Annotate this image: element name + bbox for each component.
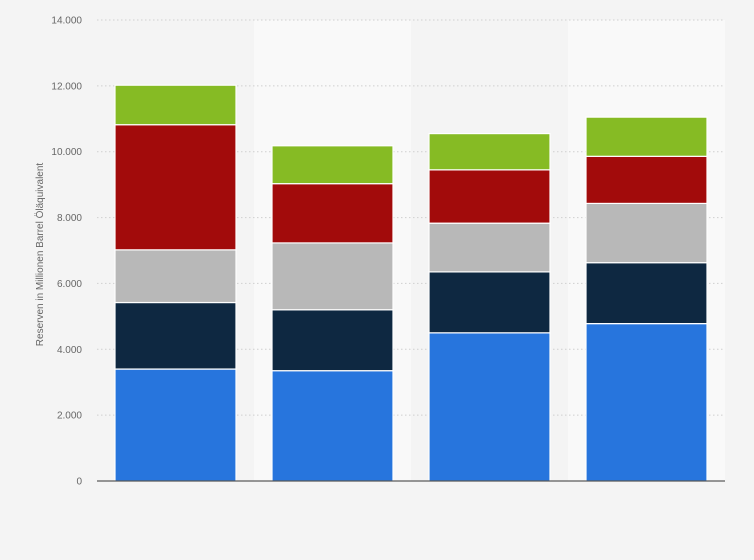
bar-segment-cat2-series1[interactable] xyxy=(271,370,394,482)
bar-segment-cat2-series4[interactable] xyxy=(271,183,394,244)
bar-segment-cat2-series2[interactable] xyxy=(271,309,394,372)
bar-segment-cat3-series2[interactable] xyxy=(428,271,551,334)
bar-segment-cat4-series1[interactable] xyxy=(585,323,708,482)
y-tick-label-6000: 6.000 xyxy=(57,279,82,290)
bar-segment-cat3-series3[interactable] xyxy=(428,222,551,273)
bar-segment-cat2-series3[interactable] xyxy=(271,242,394,311)
y-tick-label-2000: 2.000 xyxy=(57,411,82,422)
bar-segment-cat3-series1[interactable] xyxy=(428,332,551,482)
y-axis-tick-labels: 0 2.000 4.000 6.000 8.000 10.000 12.000 14.000 xyxy=(51,16,82,488)
bar-segment-cat4-series3[interactable] xyxy=(585,202,708,264)
y-tick-label-14000: 14.000 xyxy=(51,16,82,27)
y-tick-label-0: 0 xyxy=(76,477,82,488)
bar-segment-cat1-series5[interactable] xyxy=(114,84,237,126)
bar-segment-cat3-series4[interactable] xyxy=(428,169,551,224)
bar-segment-cat4-series4[interactable] xyxy=(585,155,708,205)
bar-segment-cat2-series5[interactable] xyxy=(271,145,394,185)
bar-segment-cat4-series5[interactable] xyxy=(585,116,708,157)
y-tick-label-4000: 4.000 xyxy=(57,345,82,356)
bar-segment-cat4-series2[interactable] xyxy=(585,262,708,325)
y-tick-label-12000: 12.000 xyxy=(51,81,82,92)
bar-segment-cat1-series4[interactable] xyxy=(114,124,237,251)
y-tick-label-8000: 8.000 xyxy=(57,213,82,224)
bar-segment-cat1-series3[interactable] xyxy=(114,249,237,304)
bar-segment-cat1-series2[interactable] xyxy=(114,301,237,370)
bar-segment-cat1-series1[interactable] xyxy=(114,368,237,482)
bar-segment-cat3-series5[interactable] xyxy=(428,133,551,171)
bar-segments xyxy=(114,84,708,482)
y-axis-title: Reserven in Millionen Barrel Öläquivalen… xyxy=(34,163,46,347)
y-tick-label-10000: 10.000 xyxy=(51,147,82,158)
